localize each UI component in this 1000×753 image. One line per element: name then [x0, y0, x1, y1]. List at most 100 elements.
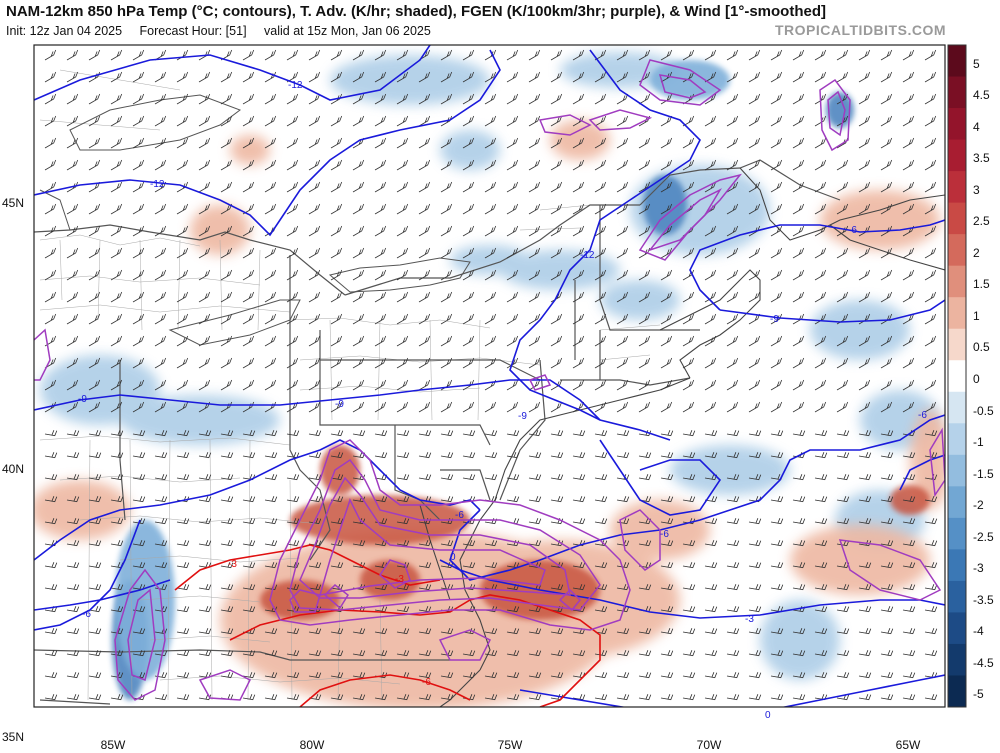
- wind-barb: [528, 694, 542, 701]
- wind-barb: [594, 269, 607, 281]
- wind-barb: [462, 247, 475, 259]
- wind-barb: [924, 628, 938, 635]
- wind-barb: [396, 159, 409, 171]
- wind-barb: [902, 93, 915, 105]
- wind-barb: [506, 137, 519, 149]
- wind-barb: [198, 606, 212, 613]
- wind-barb: [814, 401, 827, 413]
- lon-label-85w: 85W: [100, 738, 126, 752]
- wind-barb: [88, 335, 101, 347]
- wind-barb: [110, 291, 123, 303]
- wind-barb: [594, 115, 607, 127]
- wind-barb: [748, 159, 761, 171]
- wind-barb: [352, 225, 365, 237]
- wind-barb: [638, 49, 651, 61]
- wind-barb: [110, 474, 124, 481]
- map-subtitle: Init: 12z Jan 04 2025 Forecast Hour: [51…: [6, 24, 445, 38]
- wind-barb: [770, 115, 783, 127]
- wind-barb: [638, 672, 652, 679]
- wind-barb: [704, 225, 717, 237]
- wind-barb: [902, 291, 915, 303]
- wind-barb: [396, 247, 409, 259]
- wind-barb: [396, 225, 409, 237]
- wind-barb: [748, 430, 762, 437]
- moderate-cold-advection: [115, 60, 730, 680]
- wind-barb: [44, 71, 57, 83]
- wind-barb: [572, 49, 585, 61]
- wind-barb: [374, 247, 387, 259]
- wind-barb: [154, 694, 168, 701]
- wind-barb: [638, 540, 652, 547]
- wind-barb: [748, 379, 761, 391]
- wind-barb: [110, 694, 124, 701]
- wind-barb: [462, 335, 475, 347]
- colorbar-swatch: [948, 580, 966, 613]
- wind-barb: [594, 430, 608, 437]
- colorbar-tick-label: -4: [973, 624, 984, 639]
- wind-barb: [792, 357, 805, 369]
- wind-barb: [352, 93, 365, 105]
- wind-barb: [220, 181, 233, 193]
- wind-barb: [572, 650, 586, 657]
- wind-barb: [726, 518, 740, 525]
- wind-barb: [858, 694, 872, 701]
- wind-barb: [550, 540, 564, 547]
- wind-barb: [484, 269, 497, 281]
- wind-barb: [286, 430, 300, 437]
- wind-barb: [440, 496, 454, 503]
- wind-barb: [748, 452, 762, 459]
- wind-barb: [88, 379, 101, 391]
- wind-barb: [308, 452, 322, 459]
- wind-barb: [110, 247, 123, 259]
- wind-barb: [638, 181, 651, 193]
- wind-barb: [418, 379, 431, 391]
- wind-barb: [924, 159, 937, 171]
- wind-barb: [748, 137, 761, 149]
- wind-barb: [110, 540, 124, 547]
- wind-barb: [528, 474, 542, 481]
- wind-barb: [660, 474, 674, 481]
- wind-barb: [660, 584, 674, 591]
- wind-barb: [286, 137, 299, 149]
- wind-barb: [330, 474, 344, 481]
- wind-barb: [594, 496, 608, 503]
- wind-barb: [440, 401, 453, 413]
- wind-barb: [286, 379, 299, 391]
- wind-barb: [176, 694, 190, 701]
- wind-barb: [484, 137, 497, 149]
- wind-barb: [484, 357, 497, 369]
- wind-barb: [418, 430, 432, 437]
- wind-barb: [594, 452, 608, 459]
- wind-barb: [132, 291, 145, 303]
- wind-barb: [418, 181, 431, 193]
- colorbar-tick-label: 0.5: [973, 340, 990, 355]
- wind-barb: [264, 181, 277, 193]
- wind-barb: [836, 672, 850, 679]
- wind-barb: [88, 225, 101, 237]
- wind-barb: [44, 562, 58, 569]
- wind-barb: [770, 357, 783, 369]
- wind-barb: [506, 496, 520, 503]
- wind-barb: [858, 474, 872, 481]
- wind-barb: [814, 518, 828, 525]
- wind-barb: [858, 518, 872, 525]
- wind-barb: [902, 562, 916, 569]
- colorbar-tick-label: 0: [973, 372, 980, 386]
- wind-barb: [440, 93, 453, 105]
- wind-barb: [242, 540, 256, 547]
- wind-barb: [594, 474, 608, 481]
- wind-barb: [154, 540, 168, 547]
- wind-barb: [110, 313, 123, 325]
- wind-barb: [902, 584, 916, 591]
- wind-barb: [286, 650, 300, 657]
- wind-barb: [770, 137, 783, 149]
- wind-barb: [330, 379, 343, 391]
- wind-barb: [594, 584, 608, 591]
- wind-barb: [242, 430, 256, 437]
- wind-barb: [242, 269, 255, 281]
- wind-barb: [638, 291, 651, 303]
- wind-barb: [88, 650, 102, 657]
- wind-barb: [924, 401, 937, 413]
- contour-label: -6: [422, 677, 431, 688]
- wind-barb: [286, 115, 299, 127]
